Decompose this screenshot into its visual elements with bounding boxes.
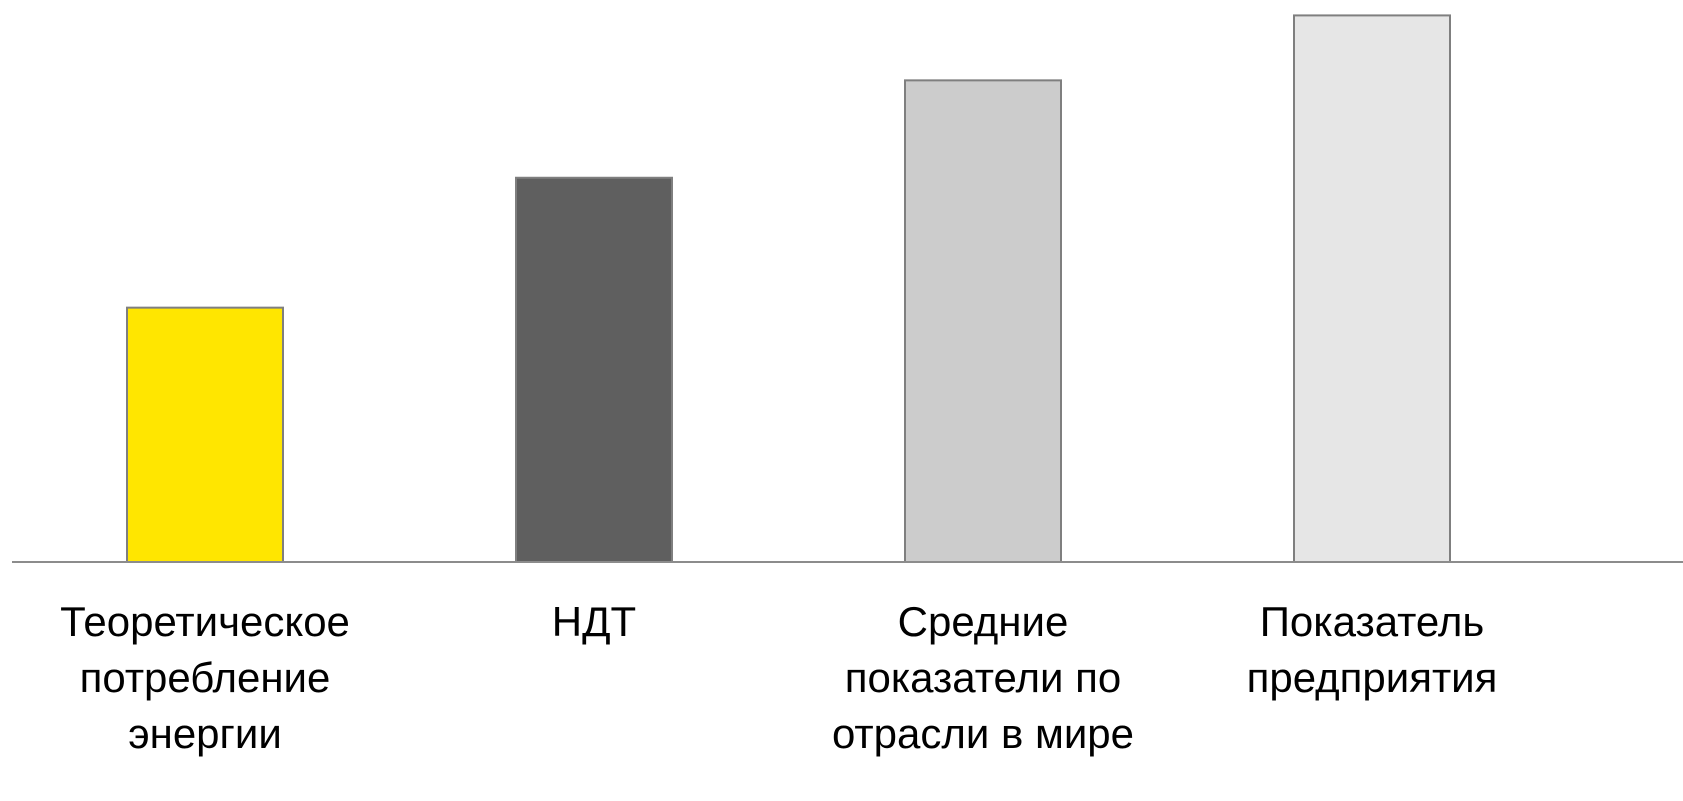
bar-industry-average (904, 79, 1062, 564)
bar-bat (515, 176, 673, 563)
category-label-bat: НДТ (551, 598, 637, 645)
bars-group (126, 14, 1451, 564)
category-label-enterprise: Показатель предприятия (1246, 598, 1498, 701)
category-label-theoretical: Теоретическое потребление энергии (60, 598, 350, 757)
category-label-industry-average: Средние показатели по отрасли в мире (831, 598, 1135, 757)
bar-theoretical (126, 306, 284, 563)
bar-enterprise (1293, 14, 1451, 564)
